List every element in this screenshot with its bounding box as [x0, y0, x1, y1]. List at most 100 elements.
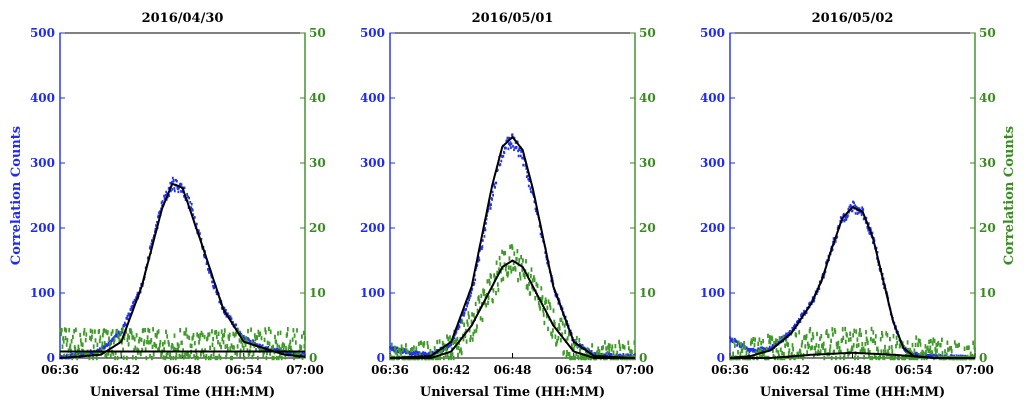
x-tick-label: 06:48 [494, 363, 532, 377]
data-point [435, 355, 438, 361]
data-point [918, 353, 921, 358]
data-point [415, 351, 417, 355]
data-point [898, 355, 900, 361]
data-point [302, 330, 305, 336]
data-point [264, 330, 267, 335]
data-point [845, 217, 848, 221]
right-tick-label: 40 [979, 91, 996, 105]
data-point [734, 343, 736, 348]
data-point [508, 256, 511, 261]
data-point [166, 334, 169, 339]
data-point [112, 337, 114, 340]
data-point [775, 338, 777, 343]
data-point [157, 347, 159, 352]
data-point [205, 353, 208, 359]
data-point [243, 355, 246, 361]
data-point [868, 354, 870, 359]
data-point [132, 335, 135, 340]
data-point [787, 332, 790, 335]
data-point [196, 355, 199, 361]
data-point [258, 346, 260, 350]
data-point [811, 332, 814, 337]
data-point [189, 343, 192, 348]
data-point [245, 335, 248, 341]
data-point [530, 267, 533, 272]
data-point [772, 348, 774, 353]
data-point [517, 154, 520, 158]
data-point [535, 209, 537, 213]
data-point [764, 349, 767, 352]
data-point [736, 344, 738, 347]
data-point [134, 345, 137, 350]
data-point [476, 264, 479, 267]
data-point [417, 352, 419, 355]
data-point [209, 345, 211, 350]
data-point [423, 353, 426, 356]
data-point [880, 349, 883, 354]
data-point [489, 207, 492, 210]
data-point [243, 337, 246, 340]
data-point [950, 346, 952, 351]
data-point [224, 344, 227, 349]
data-point [916, 353, 919, 356]
data-point [558, 323, 560, 328]
data-point [221, 336, 224, 342]
data-point [627, 340, 630, 345]
data-point [225, 309, 227, 312]
data-point [130, 330, 133, 336]
data-point [610, 347, 613, 352]
data-point [179, 328, 181, 333]
data-point [541, 295, 544, 300]
data-point [59, 327, 62, 333]
data-point [465, 302, 468, 305]
data-point [133, 348, 135, 353]
data-point [868, 350, 871, 355]
data-point [203, 354, 205, 359]
data-point [891, 349, 894, 354]
data-point [109, 339, 111, 343]
data-point [167, 187, 170, 190]
data-point [396, 353, 399, 358]
data-point [127, 333, 129, 338]
data-point [67, 353, 69, 359]
data-point [472, 332, 475, 337]
data-point [207, 268, 210, 272]
data-point [586, 351, 589, 357]
data-point [854, 212, 857, 215]
data-point [513, 148, 515, 151]
data-point [519, 272, 521, 277]
data-point [547, 299, 550, 304]
data-point [804, 344, 807, 349]
data-point [192, 213, 195, 216]
data-point [773, 340, 775, 346]
data-point [619, 346, 622, 351]
x-tick-label: 06:42 [432, 363, 470, 377]
data-point [155, 224, 157, 227]
data-point [395, 350, 397, 355]
data-point [113, 337, 116, 342]
data-point [619, 354, 622, 357]
right-tick-label: 50 [639, 26, 656, 40]
data-point [152, 352, 155, 357]
data-point [484, 227, 486, 230]
data-point [161, 200, 164, 203]
data-point [926, 345, 929, 350]
x-tick-label: 06:42 [102, 363, 140, 377]
data-point [148, 246, 151, 250]
data-point [498, 267, 500, 272]
data-point [208, 271, 210, 274]
data-point [275, 339, 278, 345]
data-point [887, 349, 889, 354]
data-point [931, 350, 933, 355]
data-point [631, 350, 633, 355]
data-point [199, 333, 202, 338]
data-point [859, 328, 861, 333]
data-point [487, 207, 490, 210]
data-point [250, 327, 252, 332]
data-point [876, 251, 879, 254]
data-point [141, 347, 143, 353]
data-point [269, 351, 271, 356]
data-point [885, 331, 888, 336]
data-point [278, 344, 281, 350]
data-point [391, 348, 393, 352]
